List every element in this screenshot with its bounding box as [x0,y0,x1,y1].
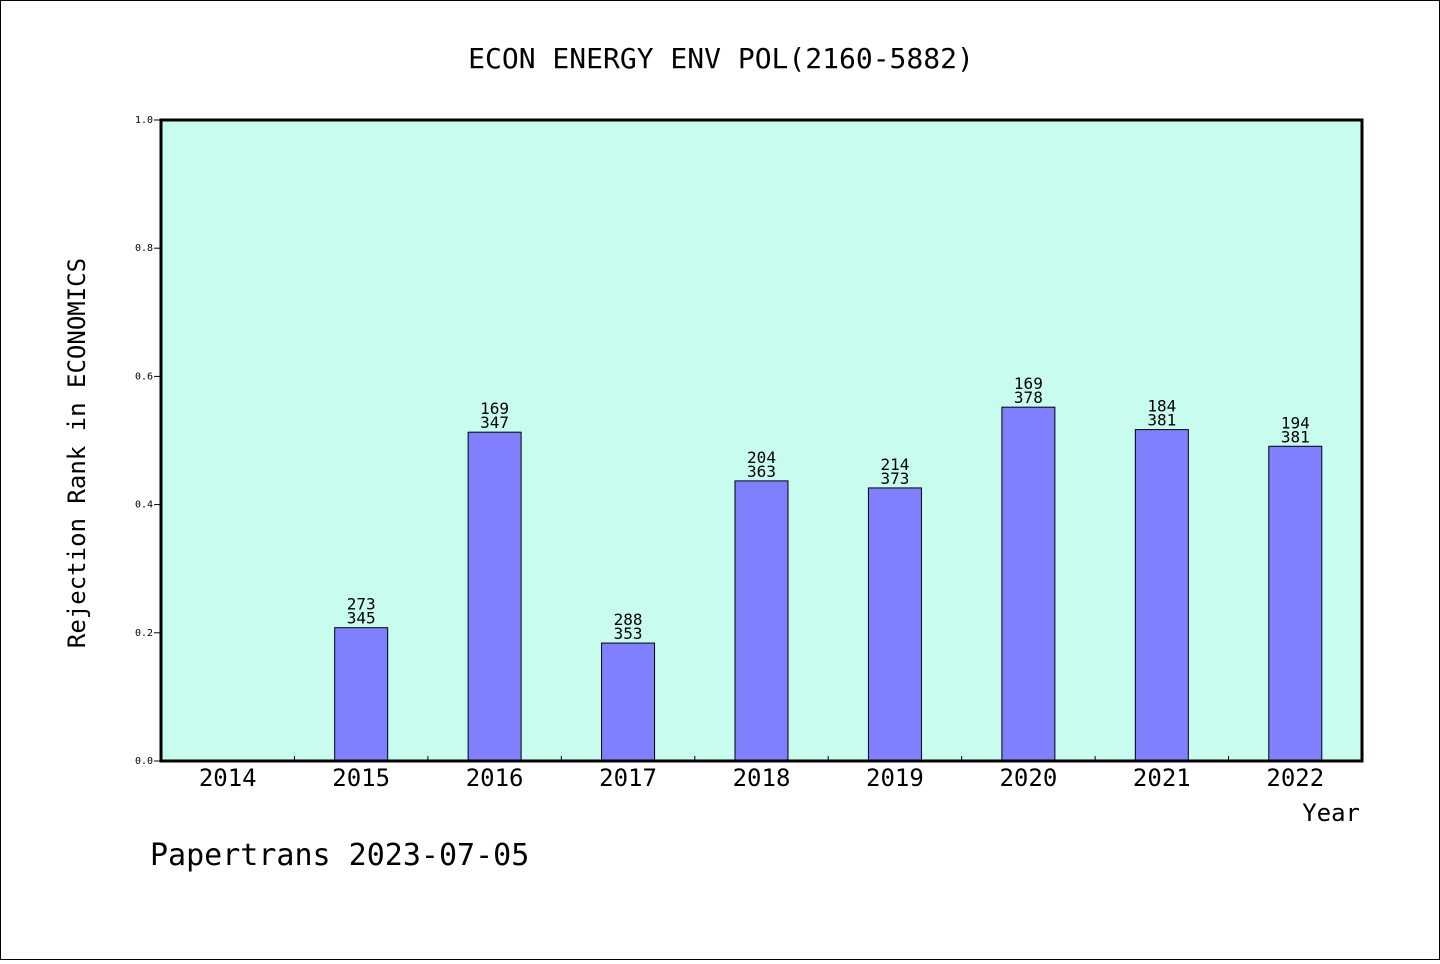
bar-data-label: 363 [747,462,776,481]
y-axis-ticks: 0.0 0.2 0.4 0.6 0.8 1.0 [135,115,161,767]
bar-2016 [467,431,522,762]
bar-2015 [334,627,389,762]
bar-2022 [1268,445,1323,762]
bar-data-label: 381 [1147,411,1176,430]
bar-data-label: 378 [1014,388,1043,407]
bar-data-label: 169 [1014,374,1043,393]
x-tick-label: 2014 [199,764,257,792]
bar-data-label: 347 [480,413,509,432]
y-tick-label: 0.2 [135,628,153,639]
bar-2019 [867,487,922,762]
x-tick-label: 2017 [599,764,657,792]
bar-data-label: 345 [347,609,376,628]
x-axis-label: Year [1302,799,1360,827]
footer-text: Papertrans 2023-07-05 [150,838,529,873]
bar-2021 [1134,429,1189,762]
bar-2020 [1001,406,1056,762]
x-tick-label: 2022 [1266,764,1324,792]
x-tick-label: 2018 [733,764,791,792]
x-tick-label: 2016 [466,764,524,792]
x-tick-label: 2021 [1133,764,1191,792]
bars [334,406,1323,762]
plot-border [159,118,1364,763]
bar-data-label: 169 [480,399,509,418]
x-tick-label: 2020 [999,764,1057,792]
bar-data-label: 373 [880,469,909,488]
y-axis-label: Rejection Rank in ECONOMICS [63,258,91,648]
bar-data-label: 381 [1281,427,1310,446]
bar-data-label: 288 [614,610,643,629]
bar-data-label: 204 [747,448,776,467]
x-axis-ticks: 2014 2015 2016 2017 2018 2019 2020 2021 2022 [199,756,1324,792]
y-tick-label: 0.6 [135,371,153,382]
bar-data-label: 184 [1147,397,1176,416]
bar-data-label: 353 [614,624,643,643]
bar-2018 [734,480,789,762]
y-tick-label: 0.8 [135,243,153,254]
chart-title: ECON ENERGY ENV POL(2160-5882) [468,42,974,75]
y-tick-label: 0.0 [135,756,153,767]
bar-data-label: 273 [347,595,376,614]
bar-data-label: 214 [880,455,909,474]
x-tick-label: 2015 [332,764,390,792]
x-tick-label: 2019 [866,764,924,792]
y-tick-label: 0.4 [135,500,153,511]
bar-data-label: 194 [1281,413,1310,432]
bar-2017 [601,642,656,762]
y-tick-label: 1.0 [135,115,153,126]
